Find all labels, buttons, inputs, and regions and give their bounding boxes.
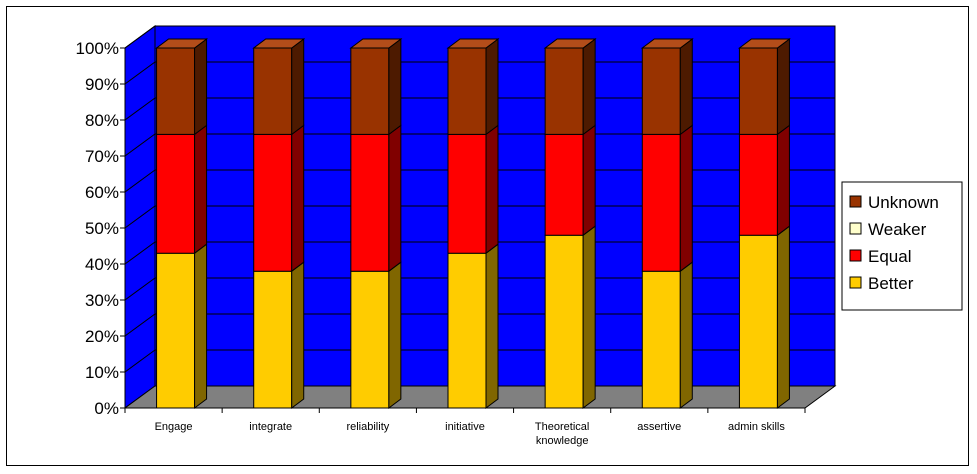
bar-segment-equal (544, 133, 584, 236)
legend-label-better: Better (868, 274, 914, 293)
bar-top-unknown (640, 38, 694, 49)
bar-side-unknown (679, 38, 693, 136)
bar-segment-equal (156, 133, 196, 254)
bar-top-unknown (737, 38, 791, 49)
bar-side-better (485, 243, 499, 409)
bar-side-unknown (485, 38, 499, 136)
y-tick-label: 100% (76, 39, 119, 58)
legend-label-unknown: Unknown (868, 193, 939, 212)
y-tick-label: 10% (85, 363, 119, 382)
bar-top-unknown (252, 38, 306, 49)
bar-top-unknown (349, 38, 403, 49)
bar-side-unknown (291, 38, 305, 136)
x-tick-label: assertive (637, 421, 681, 433)
gridline (124, 241, 835, 265)
legend-swatch-weaker (849, 222, 862, 235)
bar-top-unknown (446, 38, 500, 49)
x-tick-label: knowledge (536, 435, 589, 447)
bar-side-better (194, 243, 208, 409)
bar-segment-unknown (544, 47, 584, 135)
bar-side-better (776, 225, 790, 409)
bar-side-equal (485, 124, 499, 255)
bar-segment-equal (253, 133, 293, 272)
gridline (124, 97, 835, 121)
legend-box (841, 181, 963, 311)
bar-segment-equal (350, 133, 390, 272)
y-tick-label: 50% (85, 219, 119, 238)
bar-segment-unknown (641, 47, 681, 135)
x-tick-label: admin skills (728, 421, 785, 433)
x-tick-label: initiative (445, 421, 485, 433)
legend-swatch-better (849, 276, 862, 289)
x-tick-label: reliability (346, 421, 389, 433)
bar-side-equal (388, 124, 402, 273)
bar-side-equal (194, 124, 208, 255)
bar-segment-unknown (350, 47, 390, 135)
bar-side-better (388, 261, 402, 409)
y-tick-label: 30% (85, 291, 119, 310)
bar-segment-better (447, 252, 487, 409)
bar-segment-better (738, 234, 778, 409)
bar-side-equal (582, 124, 596, 237)
bar-top-unknown (543, 38, 597, 49)
bar-segment-equal (447, 133, 487, 254)
gridline (124, 349, 835, 373)
bar-side-better (582, 225, 596, 409)
legend-label-equal: Equal (868, 247, 911, 266)
bar-side-unknown (194, 38, 208, 136)
bar-segment-better (253, 270, 293, 409)
gridline (124, 25, 835, 49)
bar-segment-equal (641, 133, 681, 272)
legend-swatch-equal (849, 249, 862, 262)
y-tick-label: 40% (85, 255, 119, 274)
bar-top-unknown (155, 38, 209, 49)
bar-side-equal (291, 124, 305, 273)
bar-side-better (679, 261, 693, 409)
bar-segment-unknown (738, 47, 778, 135)
bar-side-equal (776, 124, 790, 237)
bar-side-better (291, 261, 305, 409)
bar-segment-better (156, 252, 196, 409)
bar-side-equal (679, 124, 693, 273)
bar-side-unknown (388, 38, 402, 136)
bar-segment-better (641, 270, 681, 409)
gridline (124, 169, 835, 193)
gridline (124, 313, 835, 337)
bar-side-unknown (776, 38, 790, 136)
x-tick-label: Theoretical (535, 421, 589, 433)
bar-segment-unknown (156, 47, 196, 135)
bar-side-unknown (582, 38, 596, 136)
bar-segment-unknown (447, 47, 487, 135)
x-tick-label: Engage (155, 421, 193, 433)
bar-segment-equal (738, 133, 778, 236)
x-tick-label: integrate (249, 421, 292, 433)
y-tick-label: 0% (94, 399, 119, 418)
gridline (124, 61, 835, 85)
bar-segment-unknown (253, 47, 293, 135)
gridline (124, 205, 835, 229)
y-tick-label: 70% (85, 147, 119, 166)
y-tick-label: 90% (85, 75, 119, 94)
gridline (124, 133, 835, 157)
legend-label-weaker: Weaker (868, 220, 927, 239)
bar-segment-better (350, 270, 390, 409)
gridline (124, 277, 835, 301)
legend-swatch-unknown (849, 195, 862, 208)
y-tick-label: 80% (85, 111, 119, 130)
y-tick-label: 20% (85, 327, 119, 346)
y-tick-label: 60% (85, 183, 119, 202)
bar-segment-better (544, 234, 584, 409)
